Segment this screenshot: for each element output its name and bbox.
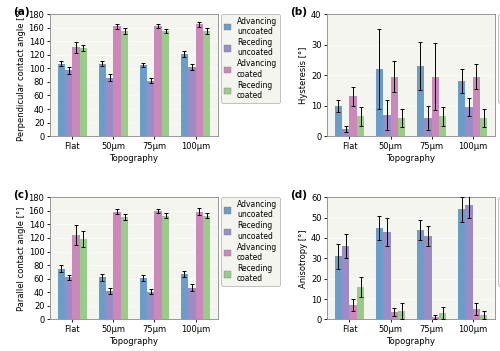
Y-axis label: Parallel contact angle [°]: Parallel contact angle [°] (17, 206, 26, 311)
Bar (465, 205, 472, 319)
Bar (114, 26, 121, 136)
Bar (383, 232, 390, 319)
Bar (439, 116, 446, 136)
Bar (376, 69, 383, 136)
Bar (432, 317, 439, 319)
Bar (203, 31, 210, 136)
Bar (472, 309, 480, 319)
Bar (58, 269, 65, 319)
Bar (350, 305, 357, 319)
Text: (a): (a) (13, 7, 30, 17)
Bar (106, 78, 114, 136)
X-axis label: Topography: Topography (386, 153, 436, 163)
Bar (334, 256, 342, 319)
Bar (72, 235, 80, 319)
Bar (417, 66, 424, 136)
X-axis label: Topography: Topography (386, 337, 436, 346)
Bar (180, 274, 188, 319)
Bar (80, 239, 87, 319)
Bar (58, 64, 65, 136)
Y-axis label: Perpendicular contact angle [°]: Perpendicular contact angle [°] (17, 9, 26, 141)
Bar (398, 118, 406, 136)
Bar (98, 64, 106, 136)
Bar (390, 77, 398, 136)
Text: (b): (b) (290, 7, 307, 17)
Bar (72, 47, 80, 136)
Bar (432, 77, 439, 136)
Bar (203, 216, 210, 319)
Bar (147, 80, 154, 136)
Bar (154, 211, 162, 319)
Bar (350, 97, 357, 136)
Legend: Advancing
uncoated, Receding
uncoated, Advancing
coated, Receding
coated: Advancing uncoated, Receding uncoated, A… (498, 197, 500, 286)
Bar (121, 217, 128, 319)
Bar (188, 287, 196, 319)
Y-axis label: Hysteresis [°]: Hysteresis [°] (299, 46, 308, 104)
Text: (d): (d) (290, 190, 307, 200)
Bar (472, 77, 480, 136)
Bar (162, 216, 170, 319)
Bar (121, 31, 128, 136)
Bar (140, 65, 147, 136)
Bar (417, 230, 424, 319)
Bar (196, 212, 203, 319)
Legend: Advancing
uncoated, Receding
uncoated, Advancing
coated, Receding
coated: Advancing uncoated, Receding uncoated, A… (222, 197, 280, 286)
Y-axis label: Anisotropy [°]: Anisotropy [°] (299, 229, 308, 287)
Bar (98, 277, 106, 319)
Bar (196, 24, 203, 136)
Bar (383, 115, 390, 136)
Bar (106, 291, 114, 319)
Bar (424, 236, 432, 319)
Bar (114, 212, 121, 319)
Bar (65, 70, 72, 136)
Bar (342, 246, 349, 319)
Bar (180, 54, 188, 136)
Bar (162, 31, 170, 136)
X-axis label: Topography: Topography (110, 337, 158, 346)
Bar (147, 292, 154, 319)
Bar (154, 26, 162, 136)
Bar (65, 277, 72, 319)
X-axis label: Topography: Topography (110, 153, 158, 163)
Bar (480, 118, 488, 136)
Bar (398, 311, 406, 319)
Bar (80, 48, 87, 136)
Bar (334, 106, 342, 136)
Bar (188, 67, 196, 136)
Legend: Advancing
uncoated, Receding
uncoated, Advancing
coated, Receding
coated: Advancing uncoated, Receding uncoated, A… (222, 14, 280, 103)
Bar (342, 128, 349, 136)
Bar (376, 228, 383, 319)
Legend: Perpendicular
uncoated, Perpendicular
coated, Parallel
uncoated, Parallel
coated: Perpendicular uncoated, Perpendicular co… (498, 14, 500, 103)
Bar (439, 313, 446, 319)
Bar (357, 287, 364, 319)
Text: (c): (c) (13, 190, 29, 200)
Bar (458, 210, 465, 319)
Bar (480, 315, 488, 319)
Bar (357, 116, 364, 136)
Bar (390, 312, 398, 319)
Bar (140, 278, 147, 319)
Bar (424, 118, 432, 136)
Bar (465, 107, 472, 136)
Bar (458, 81, 465, 136)
